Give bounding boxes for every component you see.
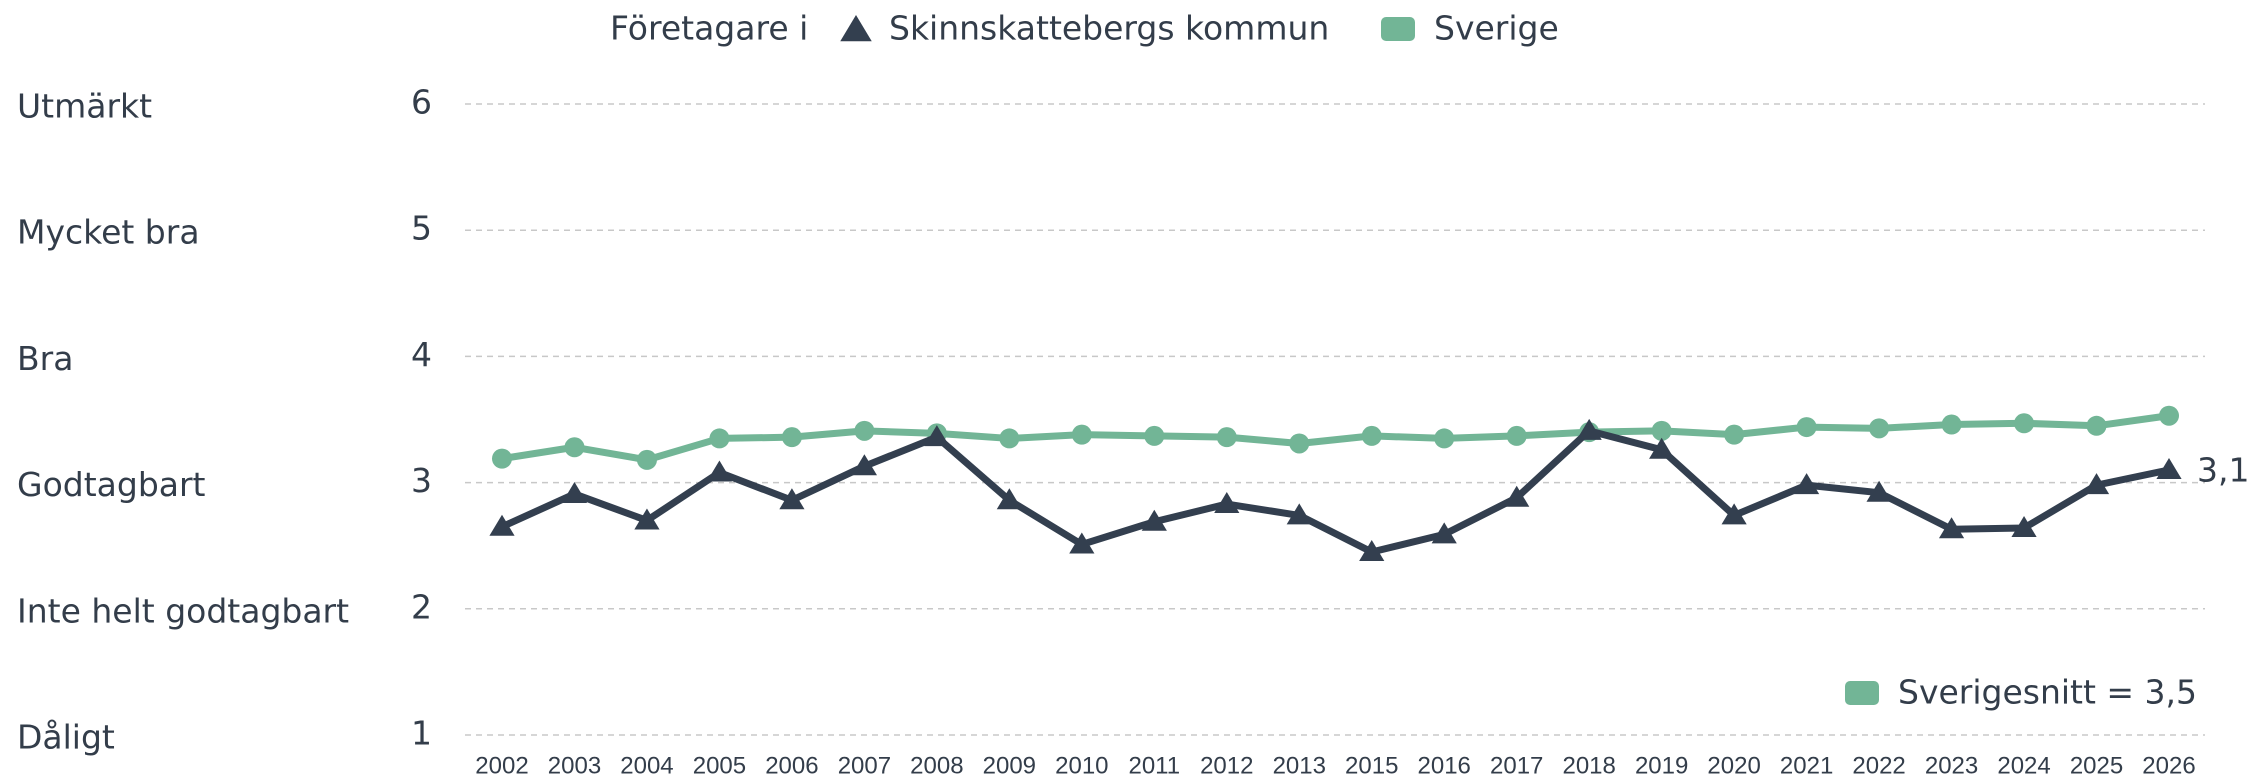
y-category-label: Utmärkt xyxy=(17,87,152,126)
point-marker xyxy=(1866,480,1892,502)
point-marker xyxy=(851,454,877,476)
legend-marker xyxy=(840,15,872,42)
x-tick-label: 2024 xyxy=(1997,752,2050,779)
point-marker xyxy=(1434,428,1455,449)
x-tick-label: 2012 xyxy=(1200,752,1253,779)
x-tick-label: 2021 xyxy=(1780,752,1833,779)
y-category-label: Dåligt xyxy=(17,718,115,757)
legend-title: Företagare i xyxy=(610,9,808,48)
x-tick-label: 2003 xyxy=(548,752,601,779)
point-marker xyxy=(1794,473,1820,495)
point-marker xyxy=(1071,424,1092,445)
point-marker xyxy=(1216,427,1237,448)
point-marker xyxy=(709,428,730,449)
point-marker xyxy=(1869,418,1890,439)
series-line xyxy=(500,427,2170,556)
point-marker xyxy=(779,488,805,510)
point-marker xyxy=(1724,424,1745,445)
x-tick-label: 2004 xyxy=(620,752,673,779)
y-tick-label: 6 xyxy=(411,83,432,122)
point-marker xyxy=(706,460,733,482)
x-tick-label: 2022 xyxy=(1852,752,1905,779)
point-marker xyxy=(1651,420,1672,441)
y-category-label: Inte helt godtagbart xyxy=(17,591,349,630)
point-marker xyxy=(492,448,512,469)
point-marker xyxy=(2156,457,2182,479)
point-marker xyxy=(1069,532,1095,554)
legend-label: Sverige xyxy=(1434,9,1559,48)
x-tick-label: 2016 xyxy=(1418,752,1471,779)
x-tick-label: 2026 xyxy=(2142,752,2195,779)
point-marker xyxy=(781,427,802,448)
point-marker xyxy=(996,488,1022,510)
y-tick-label: 5 xyxy=(411,209,432,248)
point-marker xyxy=(561,481,588,503)
y-category-label: Bra xyxy=(17,339,73,378)
point-marker xyxy=(2086,415,2107,436)
point-marker xyxy=(1796,417,1817,438)
annotation-marker xyxy=(1845,681,1879,705)
point-marker xyxy=(1938,517,1965,539)
y-tick-label: 2 xyxy=(411,587,432,626)
y-category-label: Mycket bra xyxy=(17,213,200,252)
x-tick-label: 2009 xyxy=(983,752,1036,779)
point-marker xyxy=(1214,492,1240,514)
point-marker xyxy=(489,514,515,536)
x-tick-label: 2007 xyxy=(838,752,891,779)
x-tick-label: 2010 xyxy=(1055,752,1108,779)
legend-label: Skinnskattebergs kommun xyxy=(889,9,1329,48)
x-tick-label: 2011 xyxy=(1128,752,1180,779)
point-marker xyxy=(634,508,660,530)
x-tick-label: 2013 xyxy=(1273,752,1326,779)
point-marker xyxy=(1286,503,1312,525)
x-tick-label: 2025 xyxy=(2070,752,2123,779)
point-marker xyxy=(999,428,1020,449)
point-marker xyxy=(854,420,875,441)
point-marker xyxy=(1576,418,1602,440)
x-tick-label: 2006 xyxy=(765,752,818,779)
x-tick-label: 2018 xyxy=(1562,752,1615,779)
point-marker xyxy=(1144,425,1165,446)
x-tick-label: 2005 xyxy=(693,752,746,779)
point-marker xyxy=(564,437,585,458)
y-tick-label: 4 xyxy=(411,335,432,374)
y-category-label: Godtagbart xyxy=(17,465,206,504)
legend-marker xyxy=(1381,17,1415,41)
point-marker xyxy=(1361,425,1382,446)
point-marker xyxy=(636,449,657,470)
point-marker xyxy=(1941,414,1962,435)
x-tick-label: 2019 xyxy=(1635,752,1688,779)
y-tick-label: 3 xyxy=(411,461,432,500)
annotation: Sverigesnitt = 3,5 xyxy=(1898,673,2197,712)
point-marker xyxy=(1431,522,1457,544)
y-tick-label: 1 xyxy=(411,714,432,753)
point-marker xyxy=(2011,516,2037,538)
point-marker xyxy=(1721,503,1747,525)
x-tick-label: 2020 xyxy=(1707,752,1760,779)
point-marker xyxy=(2083,473,2110,495)
point-marker xyxy=(1504,485,1530,507)
x-tick-label: 2017 xyxy=(1490,752,1543,779)
point-marker xyxy=(1359,540,1385,562)
series-line xyxy=(501,412,2170,464)
x-tick-label: 2015 xyxy=(1345,752,1398,779)
point-marker xyxy=(2159,405,2179,426)
point-marker xyxy=(924,425,950,447)
point-marker xyxy=(1141,509,1167,531)
point-marker xyxy=(1289,433,1310,454)
end-label: 3,1 xyxy=(2197,450,2249,489)
point-marker xyxy=(1649,437,1675,459)
x-tick-label: 2008 xyxy=(910,752,963,779)
x-tick-label: 2002 xyxy=(475,752,528,779)
x-tick-label: 2023 xyxy=(1925,752,1978,779)
point-marker xyxy=(2014,413,2035,434)
point-marker xyxy=(1506,425,1527,446)
